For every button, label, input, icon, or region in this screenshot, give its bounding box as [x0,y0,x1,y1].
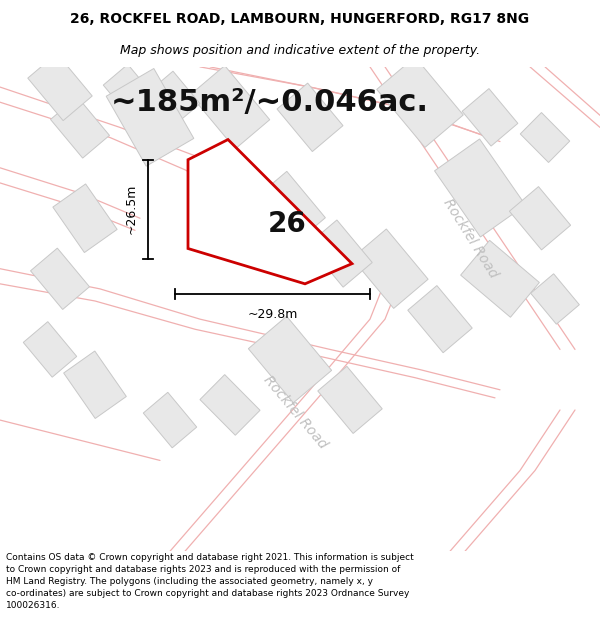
Polygon shape [408,286,472,352]
Polygon shape [277,83,343,151]
Polygon shape [434,139,526,237]
Polygon shape [461,241,539,318]
Polygon shape [352,229,428,308]
Text: Rockfel Road: Rockfel Road [260,372,329,451]
Polygon shape [103,64,157,120]
Text: ~185m²/~0.046ac.: ~185m²/~0.046ac. [111,88,429,117]
Polygon shape [462,89,518,146]
Polygon shape [200,374,260,435]
Polygon shape [308,220,372,287]
Polygon shape [106,69,194,166]
Text: ~26.5m: ~26.5m [125,184,138,234]
Polygon shape [31,248,89,309]
Text: 26: 26 [268,210,307,238]
Polygon shape [520,112,570,162]
Polygon shape [509,187,571,250]
Polygon shape [377,57,463,148]
Polygon shape [150,71,200,123]
Polygon shape [188,139,352,284]
Polygon shape [254,171,325,245]
Polygon shape [318,366,382,434]
Polygon shape [64,351,127,419]
Polygon shape [23,322,77,378]
Text: ~29.8m: ~29.8m [247,308,298,321]
Polygon shape [190,66,270,149]
Polygon shape [248,316,332,402]
Polygon shape [50,97,109,158]
Polygon shape [530,274,580,324]
Text: 26, ROCKFEL ROAD, LAMBOURN, HUNGERFORD, RG17 8NG: 26, ROCKFEL ROAD, LAMBOURN, HUNGERFORD, … [70,12,530,26]
Polygon shape [53,184,117,253]
Text: Map shows position and indicative extent of the property.: Map shows position and indicative extent… [120,44,480,57]
Text: Rockfel Road: Rockfel Road [440,196,500,281]
Polygon shape [143,392,197,448]
Polygon shape [28,54,92,121]
Text: Contains OS data © Crown copyright and database right 2021. This information is : Contains OS data © Crown copyright and d… [6,553,414,609]
